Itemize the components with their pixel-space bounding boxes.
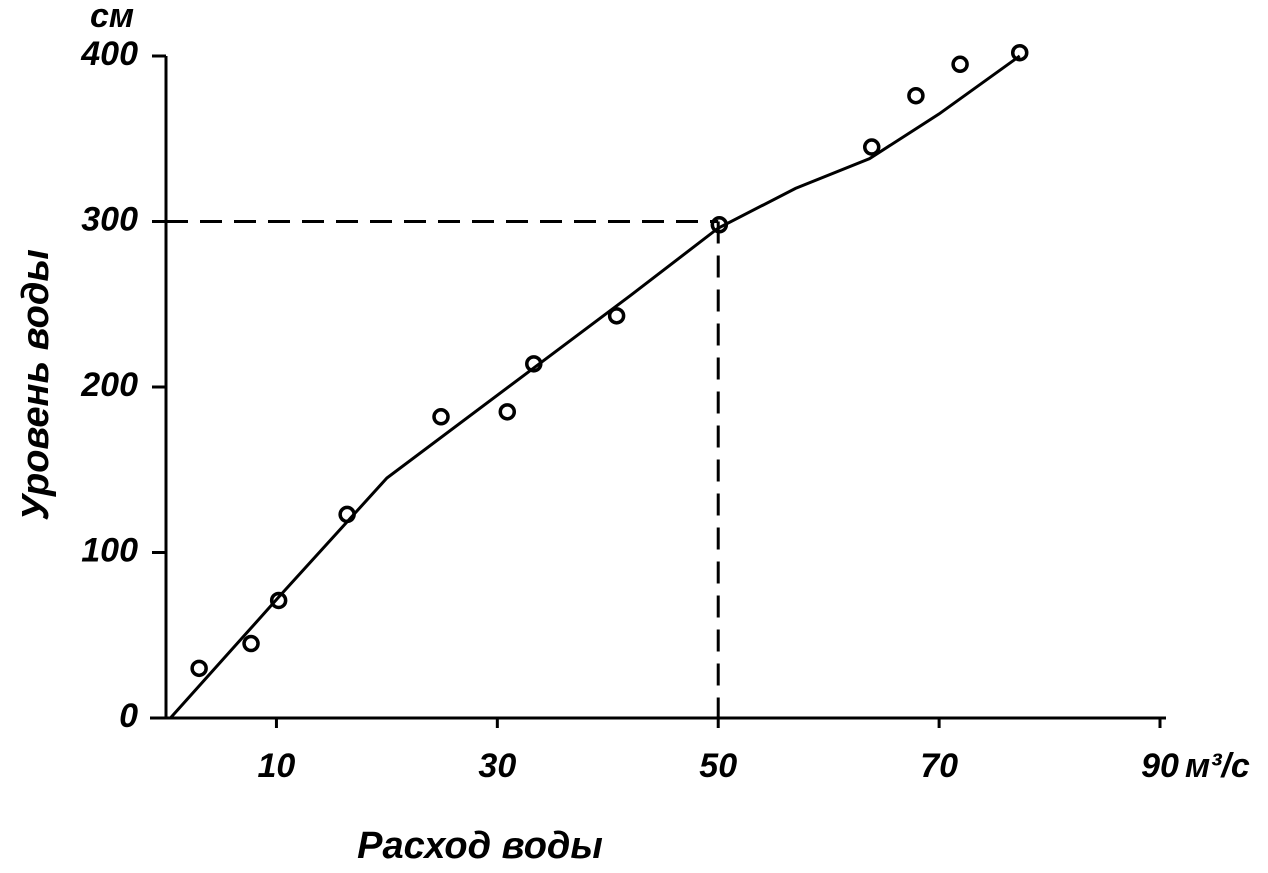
y-tick-label: 0	[119, 697, 138, 735]
data-point	[432, 408, 450, 426]
data-point	[190, 659, 208, 678]
x-tick-label: 50	[699, 747, 737, 785]
x-tick-label: 70	[920, 747, 958, 785]
y-axis-label: Уровень воды	[15, 249, 57, 521]
data-point	[862, 138, 881, 156]
data-point	[242, 634, 260, 653]
y-tick-label: 200	[80, 366, 138, 404]
x-unit: м³/с	[1185, 747, 1250, 785]
data-point	[269, 591, 288, 610]
data-point	[607, 307, 626, 325]
y-tick-label: 100	[81, 531, 138, 569]
data-point	[1010, 43, 1029, 62]
y-tick-label: 300	[81, 200, 138, 238]
x-tick-label: 10	[258, 747, 296, 785]
data-point	[951, 55, 969, 74]
x-axis-label: Расход воды	[357, 825, 603, 867]
fit-curve	[169, 54, 1021, 720]
y-tick-label: 400	[80, 35, 138, 73]
x-tick-label: 30	[478, 747, 516, 785]
data-point	[498, 403, 517, 421]
y-unit: см	[90, 0, 134, 35]
x-tick-label: 90	[1141, 747, 1179, 785]
data-point	[907, 86, 925, 105]
